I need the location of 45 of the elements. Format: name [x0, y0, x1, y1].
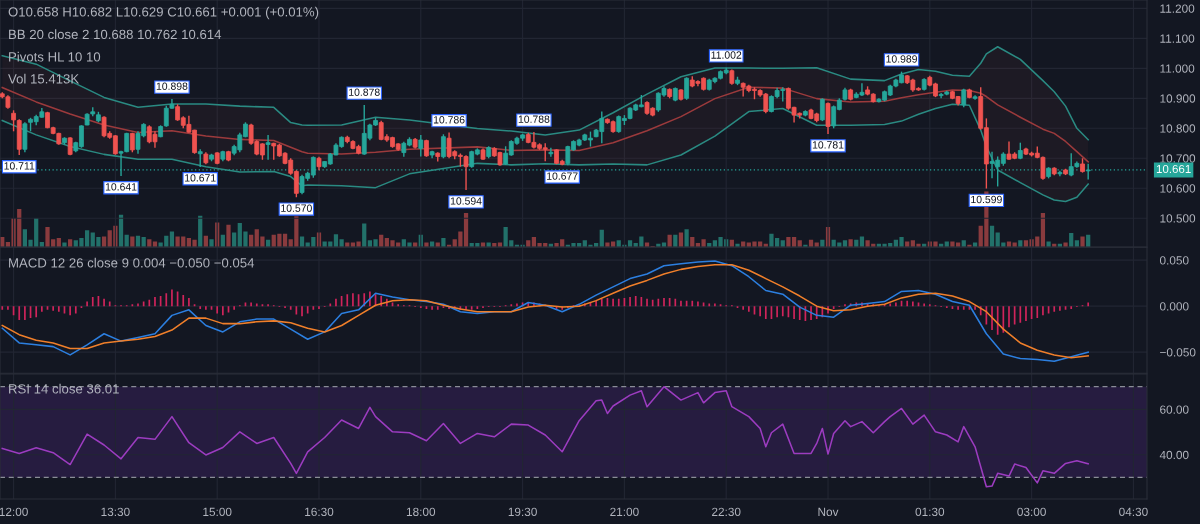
x-tick-label: Nov	[818, 507, 839, 516]
x-tick-label: 03:00	[1017, 507, 1046, 516]
annotation: Pivots HL 10 10	[9, 51, 101, 62]
x-tick-label: 15:00	[203, 507, 232, 516]
x-tick-label: 18:00	[406, 507, 436, 516]
y-tick-label: 10.600	[1160, 184, 1196, 193]
y-tick-label: 11.000	[1160, 64, 1195, 73]
annotation: 10.671	[185, 174, 216, 182]
annotation: 11.002	[711, 51, 742, 59]
annotation: 10.711	[4, 162, 35, 170]
y-tick-label: 0.000	[1159, 302, 1189, 311]
y-tick-label: 40.00	[1159, 450, 1189, 460]
annotation: 10.677	[547, 172, 578, 180]
x-tick-label: 04:30	[1119, 507, 1148, 516]
y-tick-label: 10.900	[1160, 94, 1196, 103]
annotation: 10.570	[281, 204, 312, 212]
x-tick-label: 19:30	[508, 507, 537, 516]
y-tick-label: 10.700	[1160, 154, 1196, 163]
annotation: 10.594	[450, 197, 482, 205]
annotation: RSI 14 close 36.01	[9, 383, 119, 394]
y-tick-label: 60.00	[1160, 405, 1189, 414]
x-tick-label: 22:30	[712, 507, 741, 516]
annotation: 10.989	[886, 55, 917, 63]
x-tick-label: 16:30	[305, 507, 334, 516]
y-tick-label: 10.500	[1160, 214, 1196, 223]
annotation: MACD 12 26 close 9 0.004 −0.050 −0.054	[9, 257, 255, 268]
annotation: BB 20 close 2 10.688 10.762 10.614	[9, 29, 222, 40]
annotation: O10.658 H10.682 L10.629 C10.661 +0.001 (+0.01%)	[8, 6, 319, 20]
annotation: 10.781	[812, 141, 844, 149]
annotation: 10.898	[156, 82, 188, 90]
annotation: 10.786	[433, 116, 465, 124]
y-tick-label: 10.800	[1160, 124, 1196, 133]
y-tick-label: 11.100	[1160, 34, 1195, 43]
x-tick-label: 01:30	[915, 507, 945, 516]
x-tick-label: 13:30	[101, 507, 130, 516]
annotation: 10.641	[105, 183, 137, 191]
annotation: 10.599	[971, 195, 1002, 204]
y-tick-label: 11.200	[1160, 4, 1195, 13]
x-tick-label: 12:00	[0, 507, 28, 516]
y-tick-label: −0.050	[1160, 348, 1196, 357]
x-tick-label: 21:00	[610, 507, 639, 516]
annotation: 10.788	[518, 115, 550, 123]
ref-line-label: 10.661	[1156, 164, 1191, 174]
annotation: 10.878	[349, 88, 380, 96]
y-tick-label: 0.050	[1159, 256, 1189, 265]
